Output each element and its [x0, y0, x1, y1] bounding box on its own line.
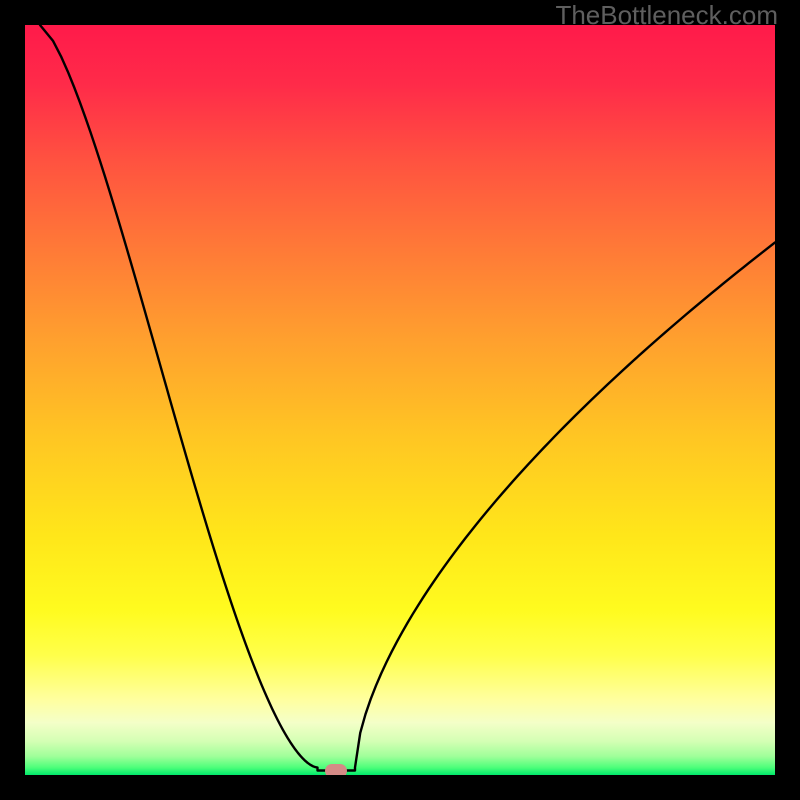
- optimal-marker: [325, 764, 347, 776]
- watermark-label: TheBottleneck.com: [555, 0, 778, 31]
- chart-frame: TheBottleneck.com: [0, 0, 800, 800]
- bottleneck-curve: [25, 25, 775, 775]
- plot-area: [25, 25, 775, 775]
- curve-path: [40, 25, 775, 771]
